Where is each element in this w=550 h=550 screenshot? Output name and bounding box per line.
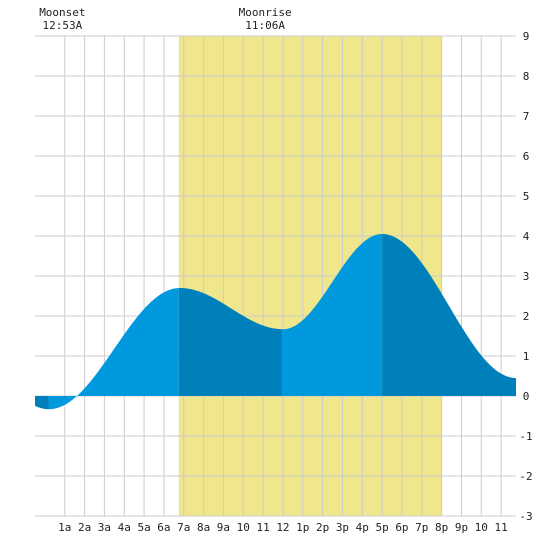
x-tick-label: 7a <box>177 521 190 534</box>
tide-area-segment <box>35 396 49 410</box>
y-tick-label: -3 <box>519 510 532 523</box>
tide-area-segment <box>382 234 516 396</box>
x-tick-label: 7p <box>415 521 428 534</box>
y-tick-label: -2 <box>519 470 532 483</box>
y-tick-label: 8 <box>523 70 530 83</box>
x-tick-label: 6p <box>395 521 408 534</box>
x-tick-label: 11 <box>494 521 507 534</box>
y-tick-label: -1 <box>519 430 532 443</box>
x-tick-label: 12 <box>276 521 289 534</box>
y-tick-label: 2 <box>523 310 530 323</box>
x-tick-label: 4p <box>356 521 369 534</box>
x-tick-label: 5p <box>375 521 388 534</box>
x-tick-label: 3a <box>98 521 111 534</box>
x-tick-label: 8a <box>197 521 210 534</box>
y-tick-label: 9 <box>523 30 530 43</box>
moon-event-time: 11:06A <box>245 19 285 32</box>
x-tick-label: 11 <box>256 521 269 534</box>
x-tick-label: 4a <box>118 521 131 534</box>
tide-area-segment <box>281 234 383 396</box>
y-tick-label: 3 <box>523 270 530 283</box>
tide-area-layer <box>35 234 516 410</box>
x-tick-label: 6a <box>157 521 170 534</box>
x-tick-label: 3p <box>336 521 349 534</box>
moon-event-label: Moonset <box>39 6 85 19</box>
tide-area-segment <box>178 288 282 396</box>
y-tick-label: 4 <box>523 230 530 243</box>
label-layer: 1a 2a 3a 4a 5a 6a 7a 8a 9a 10 11 12 1p 2p 3p 4p 5p 6p 7p 8p… <box>39 6 532 534</box>
x-tick-label: 2p <box>316 521 329 534</box>
x-tick-label: 2a <box>78 521 91 534</box>
y-tick-label: 0 <box>523 390 530 403</box>
y-tick-label: 5 <box>523 190 530 203</box>
tide-area-segment <box>48 288 179 410</box>
y-tick-label: 1 <box>523 350 530 363</box>
y-tick-label: 6 <box>523 150 530 163</box>
moon-event-label: Moonrise <box>239 6 292 19</box>
y-tick-label: 7 <box>523 110 530 123</box>
x-tick-label: 1p <box>296 521 309 534</box>
x-tick-label: 1a <box>58 521 71 534</box>
x-tick-label: 5a <box>137 521 150 534</box>
x-tick-label: 10 <box>475 521 488 534</box>
moon-event-time: 12:53A <box>42 19 82 32</box>
x-tick-label: 8p <box>435 521 448 534</box>
x-tick-label: 9p <box>455 521 468 534</box>
x-tick-label: 9a <box>217 521 230 534</box>
x-tick-label: 10 <box>237 521 250 534</box>
